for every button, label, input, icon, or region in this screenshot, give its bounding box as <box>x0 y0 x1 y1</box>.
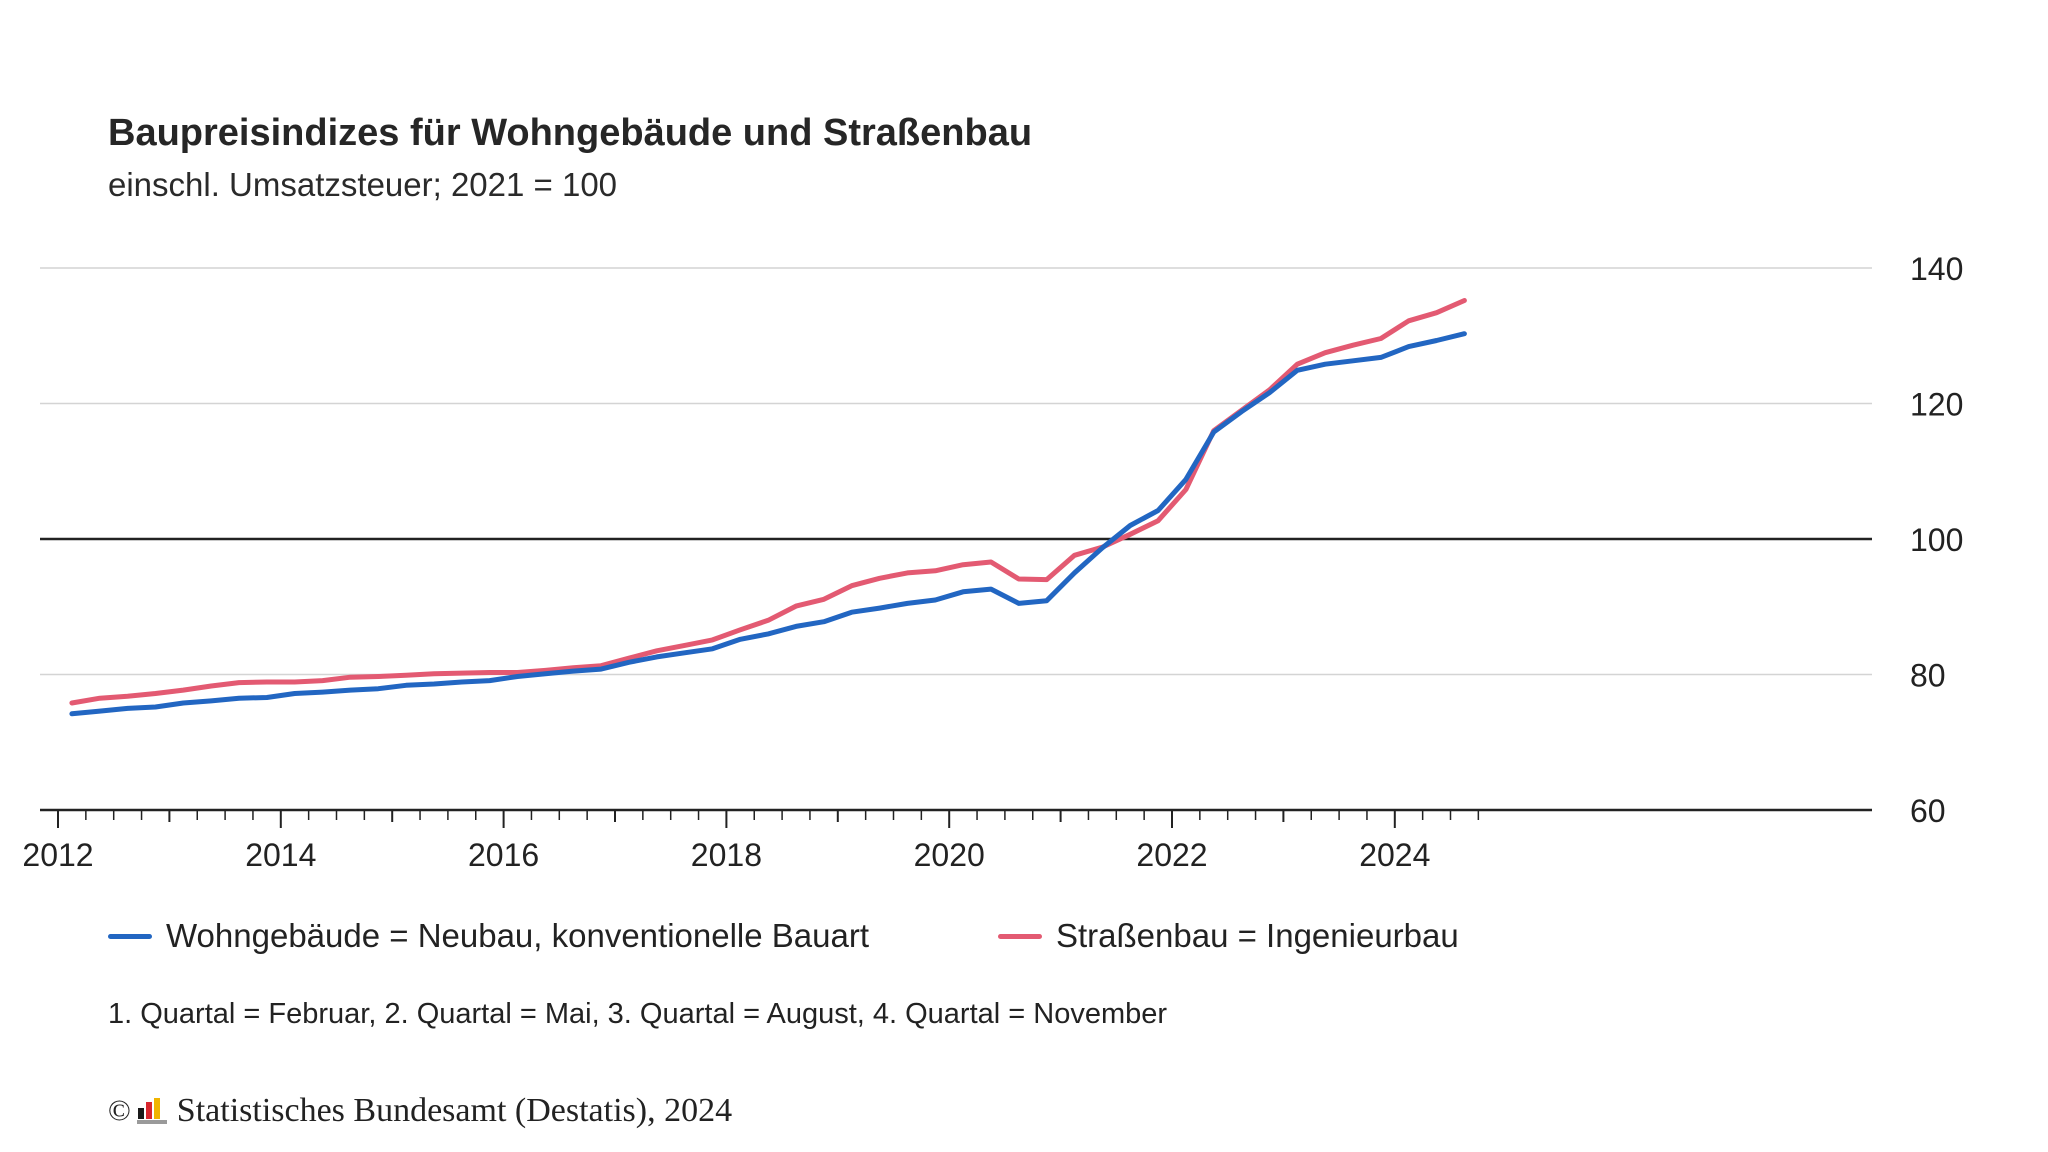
legend-swatch-red <box>998 933 1042 939</box>
series-line-wohngebaeude <box>69 331 1467 717</box>
legend-item-wohngebaeude[interactable]: Wohngebäude = Neubau, konventionelle Bau… <box>108 914 869 958</box>
y-tick-label: 80 <box>1910 658 1946 694</box>
x-tick-label: 2022 <box>1136 837 1207 873</box>
legend-label: Wohngebäude = Neubau, konventionelle Bau… <box>166 917 870 954</box>
x-tick-label: 2012 <box>22 837 93 873</box>
x-tick-label: 2020 <box>914 837 985 873</box>
legend-item-strassenbau[interactable]: Straßenbau = Ingenieurbau <box>998 914 1459 958</box>
legend-swatch-blue <box>108 933 152 939</box>
y-tick-label: 120 <box>1910 387 1963 423</box>
chart-subtitle: einschl. Umsatzsteuer; 2021 = 100 <box>108 166 618 203</box>
x-tick-label: 2014 <box>245 837 316 873</box>
y-tick-label: 140 <box>1910 251 1963 287</box>
footnote: 1. Quartal = Februar, 2. Quartal = Mai, … <box>108 998 1168 1030</box>
chart-title: Baupreisindizes für Wohngebäude und Stra… <box>108 112 1033 154</box>
y-tick-label: 60 <box>1910 793 1946 829</box>
destatis-logo-icon <box>136 1098 167 1124</box>
x-tick-label: 2016 <box>468 837 539 873</box>
line-chart: 60 80 100 120 140 2012 2014 2016 2018 2020 2022 202… <box>22 251 1963 873</box>
copyright-symbol: © <box>108 1094 131 1127</box>
source-credit: © Statistisches Bundesamt (Destatis), 20… <box>108 1092 732 1130</box>
x-tick-label: 2018 <box>691 837 762 873</box>
y-tick-label: 100 <box>1910 522 1963 558</box>
x-tick-label: 2024 <box>1359 837 1430 873</box>
series-line-strassenbau <box>69 298 1467 706</box>
legend-label: Straßenbau = Ingenieurbau <box>1056 917 1459 954</box>
source-text: Statistisches Bundesamt (Destatis), 2024 <box>176 1092 733 1129</box>
